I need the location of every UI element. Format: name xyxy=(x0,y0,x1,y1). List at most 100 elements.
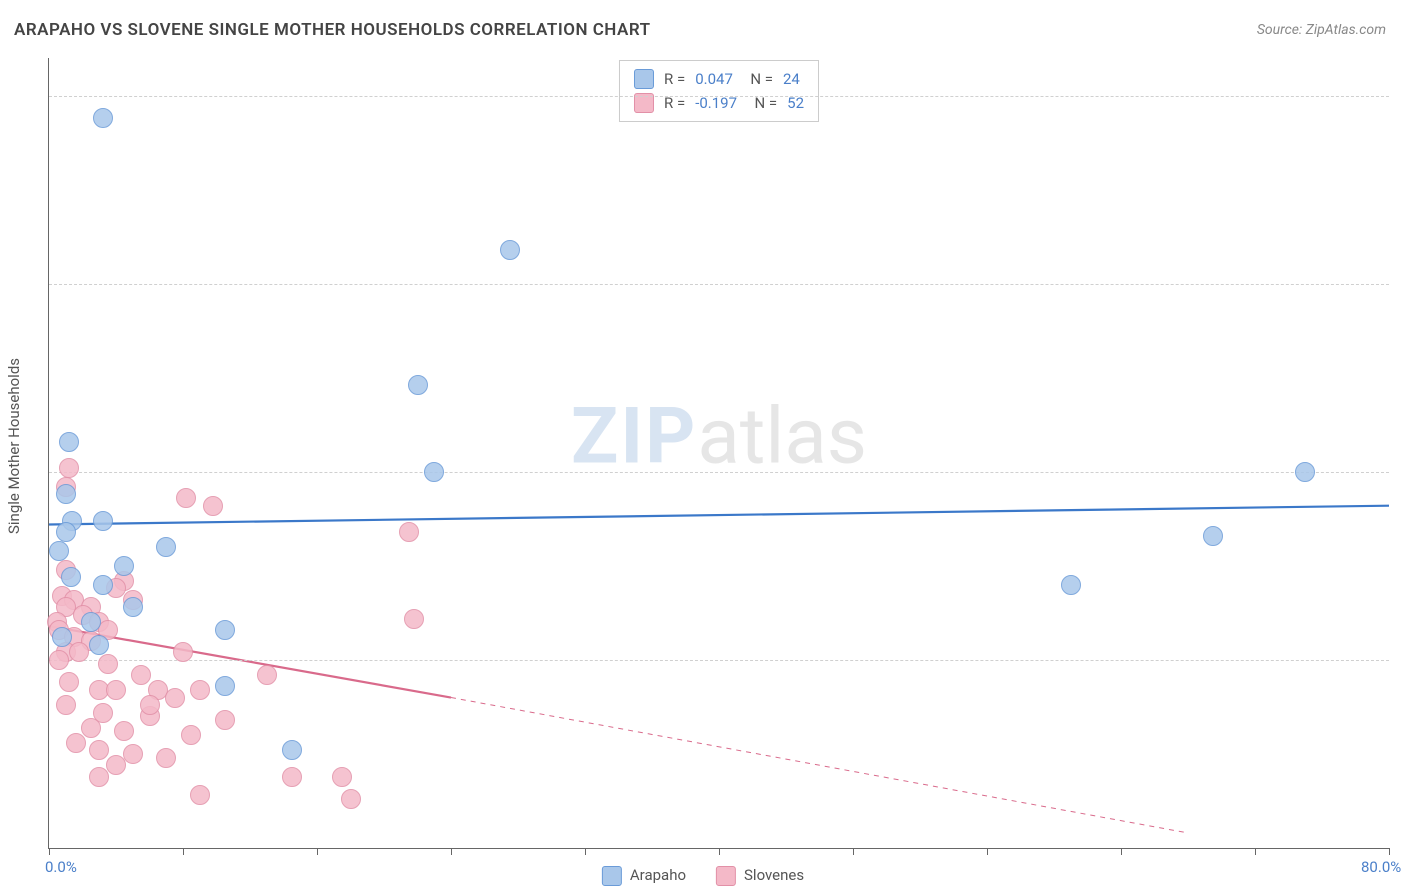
legend-swatch xyxy=(716,866,736,886)
data-point xyxy=(81,612,101,632)
data-point xyxy=(165,688,185,708)
x-tick xyxy=(719,848,720,855)
data-point xyxy=(500,240,520,260)
x-tick xyxy=(1255,848,1256,855)
data-point xyxy=(89,740,109,760)
watermark-zip: ZIP xyxy=(571,392,697,483)
data-point xyxy=(332,767,352,787)
watermark: ZIPatlas xyxy=(571,392,867,483)
legend-label: Arapaho xyxy=(630,866,686,884)
y-axis-label: Single Mother Households xyxy=(5,358,23,534)
data-point xyxy=(56,522,76,542)
legend-r-value-slovenes: -0.197 xyxy=(695,91,737,115)
data-point xyxy=(123,597,143,617)
data-point xyxy=(56,695,76,715)
data-point xyxy=(123,744,143,764)
data-point xyxy=(93,511,113,531)
watermark-atlas: atlas xyxy=(697,392,867,483)
data-point xyxy=(399,522,419,542)
data-point xyxy=(49,650,69,670)
x-tick xyxy=(317,848,318,855)
gridline xyxy=(49,472,1389,473)
chart-title: ARAPAHO VS SLOVENE SINGLE MOTHER HOUSEHO… xyxy=(14,20,651,40)
legend-swatch xyxy=(602,866,622,886)
data-point xyxy=(61,567,81,587)
data-point xyxy=(140,695,160,715)
x-tick-label: 0.0% xyxy=(45,858,77,876)
legend-n-value-arapaho: 24 xyxy=(783,67,800,91)
data-point xyxy=(215,710,235,730)
legend-n-value-slovenes: 52 xyxy=(787,91,804,115)
legend-r-label: R = xyxy=(664,67,685,91)
data-point xyxy=(98,654,118,674)
x-tick xyxy=(1121,848,1122,855)
legend-n-label: N = xyxy=(743,67,773,91)
data-point xyxy=(114,721,134,741)
data-point xyxy=(404,609,424,629)
regression-line xyxy=(451,698,1188,833)
data-point xyxy=(156,537,176,557)
data-point xyxy=(1061,575,1081,595)
x-tick xyxy=(451,848,452,855)
legend-stats-row: R = 0.047 N = 24 xyxy=(634,67,804,91)
data-point xyxy=(56,484,76,504)
legend-n-label: N = xyxy=(747,91,777,115)
legend-label: Slovenes xyxy=(744,866,804,884)
x-tick xyxy=(585,848,586,855)
data-point xyxy=(215,620,235,640)
data-point xyxy=(89,635,109,655)
data-point xyxy=(66,733,86,753)
regression-lines xyxy=(49,58,1389,848)
legend-series: Arapaho Slovenes xyxy=(602,866,804,886)
regression-line xyxy=(49,506,1389,525)
data-point xyxy=(257,665,277,685)
data-point xyxy=(52,627,72,647)
data-point xyxy=(282,767,302,787)
data-point xyxy=(190,680,210,700)
data-point xyxy=(203,496,223,516)
legend-stats-row: R = -0.197 N = 52 xyxy=(634,91,804,115)
x-tick xyxy=(853,848,854,855)
data-point xyxy=(1203,526,1223,546)
data-point xyxy=(106,755,126,775)
data-point xyxy=(176,488,196,508)
data-point xyxy=(341,789,361,809)
data-point xyxy=(81,718,101,738)
gridline xyxy=(49,660,1389,661)
data-point xyxy=(59,458,79,478)
data-point xyxy=(59,672,79,692)
data-point xyxy=(89,767,109,787)
legend-swatch-arapaho xyxy=(634,69,654,89)
data-point xyxy=(59,432,79,452)
legend-item: Arapaho xyxy=(602,866,686,886)
data-point xyxy=(156,748,176,768)
x-tick-label: 80.0% xyxy=(1361,858,1401,876)
gridline xyxy=(49,284,1389,285)
legend-r-value-arapaho: 0.047 xyxy=(695,67,733,91)
x-tick xyxy=(987,848,988,855)
data-point xyxy=(49,541,69,561)
data-point xyxy=(190,785,210,805)
data-point xyxy=(131,665,151,685)
data-point xyxy=(106,680,126,700)
data-point xyxy=(215,676,235,696)
legend-item: Slovenes xyxy=(716,866,804,886)
data-point xyxy=(114,556,134,576)
data-point xyxy=(93,108,113,128)
chart-container: ARAPAHO VS SLOVENE SINGLE MOTHER HOUSEHO… xyxy=(0,0,1406,892)
data-point xyxy=(69,642,89,662)
data-point xyxy=(173,642,193,662)
data-point xyxy=(424,462,444,482)
plot-area: ZIPatlas R = 0.047 N = 24 R = -0.197 N =… xyxy=(48,58,1389,849)
chart-source: Source: ZipAtlas.com xyxy=(1257,22,1386,38)
x-tick xyxy=(183,848,184,855)
legend-stats: R = 0.047 N = 24 R = -0.197 N = 52 xyxy=(619,60,819,122)
data-point xyxy=(181,725,201,745)
data-point xyxy=(408,375,428,395)
data-point xyxy=(1295,462,1315,482)
legend-r-label: R = xyxy=(664,91,685,115)
gridline xyxy=(49,96,1389,97)
x-tick xyxy=(49,848,50,855)
data-point xyxy=(93,575,113,595)
x-tick xyxy=(1389,848,1390,855)
